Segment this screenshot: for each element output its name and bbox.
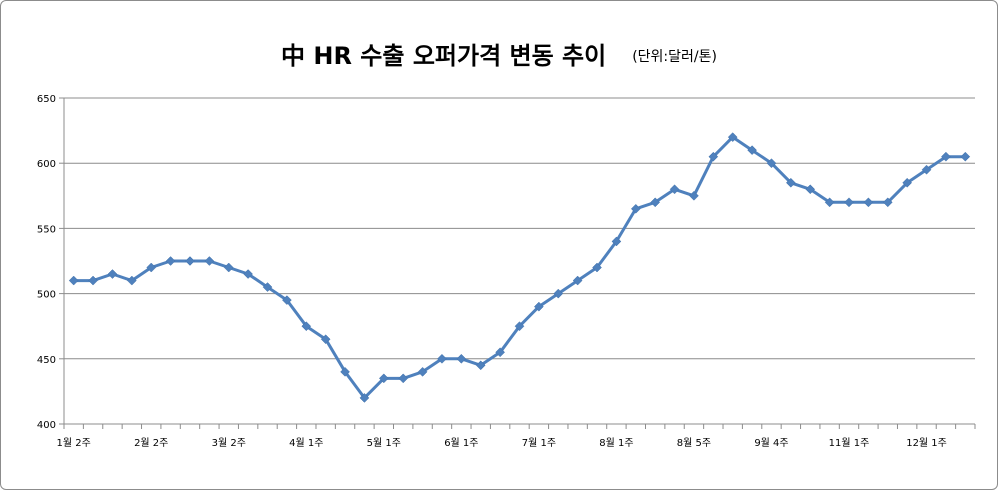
x-tick-label: 3월 2주 bbox=[212, 437, 246, 449]
data-point bbox=[786, 177, 796, 188]
x-tick-label: 8월 1주 bbox=[599, 437, 633, 449]
data-point bbox=[630, 203, 641, 214]
data-point bbox=[456, 353, 467, 364]
chart-title-block: 中 HR 수출 오퍼가격 변동 추이 (단위:달러/톤) bbox=[0, 36, 998, 71]
data-point bbox=[359, 393, 370, 403]
data-point bbox=[398, 373, 409, 384]
x-axis-ticks: 1월 2주 2월 2주 3월 2주 4월 1주 5월 1주 6월 1주 7월 1주 8월 1주… bbox=[57, 424, 976, 449]
data-point bbox=[475, 360, 486, 371]
data-point bbox=[514, 321, 525, 332]
data-point bbox=[611, 236, 622, 247]
data-point bbox=[960, 151, 971, 162]
axes bbox=[63, 98, 975, 425]
data-point bbox=[592, 262, 602, 273]
data-point bbox=[495, 347, 505, 358]
series-group bbox=[68, 132, 971, 403]
y-axis-ticks: 400 450 500 550 600 650 bbox=[37, 94, 64, 431]
data-point bbox=[824, 197, 835, 208]
data-point bbox=[165, 256, 176, 266]
y-tick-label: 650 bbox=[37, 94, 56, 105]
data-point bbox=[727, 132, 738, 142]
chart-subtitle: (단위:달러/톤) bbox=[632, 49, 717, 65]
x-tick-label: 9월 4주 bbox=[754, 437, 788, 449]
data-point bbox=[378, 373, 389, 384]
data-point bbox=[282, 295, 292, 305]
x-tick-label: 5월 1주 bbox=[367, 437, 401, 449]
x-tick-label: 2월 2주 bbox=[134, 437, 168, 449]
gridlines bbox=[64, 97, 975, 360]
data-point bbox=[921, 164, 932, 175]
data-point bbox=[553, 288, 564, 299]
data-point bbox=[126, 275, 137, 286]
data-point bbox=[88, 275, 98, 286]
data-point bbox=[204, 256, 215, 266]
data-point bbox=[320, 334, 331, 345]
y-tick-label: 600 bbox=[37, 159, 56, 170]
data-point bbox=[805, 184, 816, 195]
data-point bbox=[437, 353, 447, 364]
y-tick-label: 450 bbox=[37, 355, 56, 366]
data-point bbox=[572, 275, 583, 286]
data-point bbox=[417, 366, 428, 377]
data-point bbox=[243, 269, 253, 279]
data-point bbox=[882, 197, 893, 208]
data-point bbox=[902, 177, 913, 188]
chart-title: 中 HR 수출 오퍼가격 변동 추이 bbox=[281, 42, 607, 70]
data-point bbox=[340, 366, 350, 377]
data-point bbox=[301, 321, 312, 332]
data-point bbox=[708, 151, 719, 162]
data-point bbox=[844, 197, 854, 208]
y-tick-label: 500 bbox=[37, 290, 56, 301]
data-point bbox=[941, 151, 951, 162]
data-point bbox=[863, 197, 874, 208]
data-point bbox=[107, 269, 118, 279]
data-point bbox=[68, 275, 79, 286]
data-point bbox=[766, 158, 777, 169]
y-tick-label: 550 bbox=[37, 224, 56, 235]
data-point bbox=[669, 184, 680, 195]
data-point bbox=[534, 301, 544, 312]
data-point bbox=[747, 145, 757, 156]
x-tick-label: 6월 1주 bbox=[444, 437, 478, 449]
x-tick-label: 12월 1주 bbox=[906, 437, 947, 449]
data-point bbox=[689, 190, 699, 201]
data-point bbox=[223, 262, 234, 273]
x-tick-label: 7월 1주 bbox=[522, 437, 556, 449]
data-point bbox=[650, 197, 661, 208]
x-tick-label: 1월 2주 bbox=[57, 437, 91, 449]
data-point bbox=[185, 256, 195, 266]
data-point bbox=[262, 282, 273, 292]
x-tick-label: 8월 5주 bbox=[677, 437, 711, 449]
y-tick-label: 400 bbox=[37, 420, 56, 431]
x-tick-label: 11월 1주 bbox=[829, 437, 870, 449]
data-point bbox=[146, 262, 157, 273]
x-tick-label: 4월 1주 bbox=[289, 437, 323, 449]
